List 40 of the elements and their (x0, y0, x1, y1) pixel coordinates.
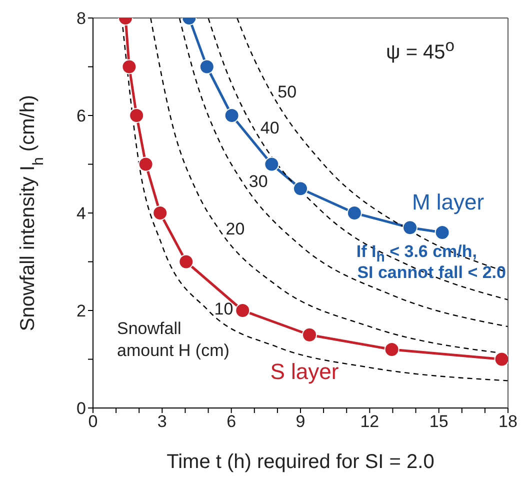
point (152, 206, 168, 220)
point (235, 303, 250, 318)
x-axis-title: Time t (h) required for SI = 2.0 (166, 451, 434, 473)
point (434, 225, 450, 240)
point (224, 108, 240, 123)
x-tick-label: 15 (429, 412, 448, 432)
point (494, 352, 508, 367)
point (302, 327, 317, 342)
line-series (178, 18, 508, 328)
point (138, 156, 154, 172)
x-tick-label: 18 (498, 412, 518, 432)
line-series (208, 18, 508, 300)
point (122, 59, 137, 74)
point (129, 108, 144, 123)
y-tick-label: 0 (76, 399, 86, 418)
series-label: 30 (248, 172, 268, 191)
x-tick-label: 3 (157, 412, 167, 432)
y-tick-label: 8 (76, 9, 86, 28)
y-tick-label: 2 (76, 302, 86, 321)
series-label: 50 (278, 82, 297, 102)
y-tick-label: 4 (76, 204, 86, 224)
annotation: Snowfall amount H (cm) (117, 318, 230, 362)
point (402, 220, 418, 236)
series-label: M layer (412, 190, 484, 215)
x-tick-label: 6 (226, 412, 236, 432)
annotation: ψ = 45$^{o}$ (386, 36, 455, 65)
x-tick-label: 12 (360, 412, 380, 432)
point (384, 342, 400, 357)
point (346, 206, 362, 220)
point (293, 181, 308, 196)
point (178, 254, 194, 270)
annotation: SI cannot fall < 2.0 (357, 263, 506, 283)
x-tick-label: 9 (296, 412, 306, 432)
series-label: S layer (270, 358, 339, 384)
series-label: 40 (260, 118, 280, 138)
series-label: 10 (214, 300, 234, 318)
point (199, 59, 214, 74)
point (264, 156, 280, 172)
y-tick-label: 6 (76, 106, 86, 126)
series-label: 20 (226, 220, 245, 239)
